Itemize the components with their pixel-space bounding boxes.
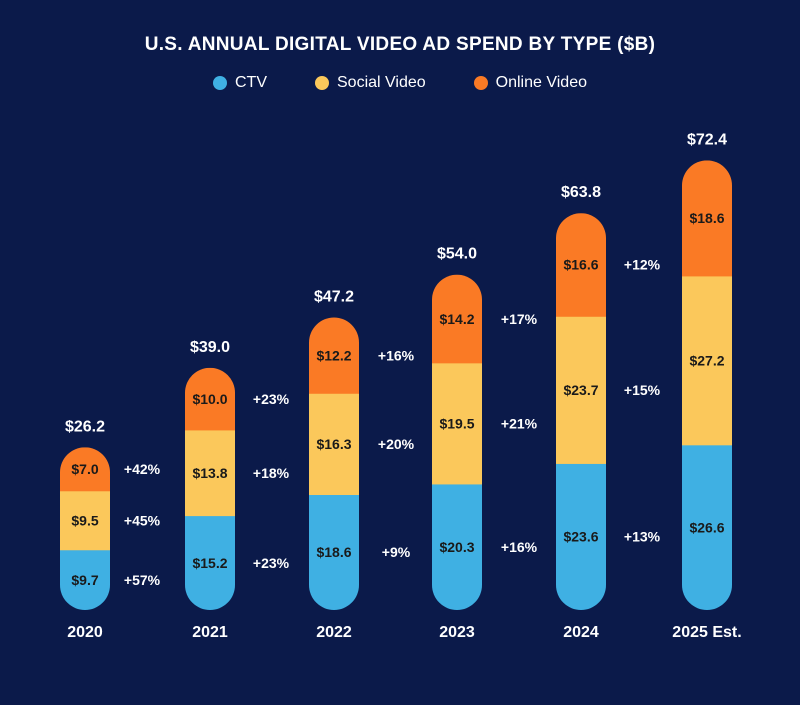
legend-item-ctv: CTV (213, 72, 267, 94)
legend-label-social-video: Social Video (337, 74, 426, 91)
bar-segment-social-video-2022 (309, 393, 359, 495)
bar-segment-online-video-2023 (432, 274, 482, 364)
legend-item-social-video: Social Video (315, 72, 426, 94)
growth-label-ctv-2020: +57% (124, 572, 161, 588)
growth-label-social-video-2024: +15% (624, 382, 661, 398)
chart-title: U.S. ANNUAL DIGITAL VIDEO AD SPEND BY TY… (144, 34, 656, 55)
total-label-2020: $26.2 (65, 418, 105, 435)
legend-swatch-online-video (473, 76, 488, 90)
growth-label-online-video-2024: +12% (624, 257, 661, 273)
bar-segment-ctv-2022 (309, 494, 359, 610)
segment-label-ctv-2020: $9.7 (71, 572, 98, 588)
bar-segment-online-video-2022 (309, 317, 359, 394)
bar-segment-online-video-2020 (60, 447, 110, 492)
total-label-2022: $47.2 (314, 289, 354, 306)
segment-label-online-video-2023: $14.2 (439, 311, 474, 327)
category-label-2023: 2023 (439, 624, 475, 641)
growth-label-social-video-2022: +20% (378, 436, 415, 452)
total-label-2021: $39.0 (190, 339, 230, 356)
category-label-2025-est: 2025 Est. (672, 624, 741, 641)
legend-swatch-ctv (213, 76, 227, 90)
segment-label-social-video-2022: $16.3 (316, 436, 351, 452)
category-label-2022: 2022 (316, 624, 352, 641)
segment-label-social-video-2023: $19.5 (439, 415, 474, 431)
growth-label-ctv-2023: +16% (501, 539, 538, 555)
growth-label-social-video-2020: +45% (124, 512, 161, 528)
total-label-2023: $54.0 (437, 246, 477, 263)
segment-label-online-video-2021: $10.0 (192, 391, 227, 407)
segment-label-ctv-2025-est: $26.6 (689, 519, 724, 535)
bar-segment-ctv-2024 (556, 463, 606, 610)
growth-label-social-video-2021: +18% (253, 465, 290, 481)
bar-segment-ctv-2021 (185, 515, 235, 610)
growth-label-online-video-2020: +42% (124, 461, 161, 477)
bar-segment-ctv-2023 (432, 483, 482, 610)
growth-label-online-video-2023: +17% (501, 311, 538, 327)
segment-label-social-video-2020: $9.5 (71, 512, 98, 528)
legend-swatch-social-video (315, 76, 329, 90)
segment-label-social-video-2021: $13.8 (192, 465, 227, 481)
segment-label-online-video-2022: $12.2 (316, 347, 351, 363)
total-label-2024: $63.8 (561, 184, 601, 201)
bar-segment-social-video-2020 (60, 490, 110, 551)
bar-segment-online-video-2025-est (682, 160, 732, 277)
legend-label-ctv: CTV (235, 74, 267, 91)
category-label-2024: 2024 (563, 624, 599, 641)
bar-segment-ctv-2020 (60, 549, 110, 610)
segment-label-online-video-2025-est: $18.6 (689, 210, 724, 226)
total-label-2025-est: $72.4 (687, 131, 727, 148)
category-label-2021: 2021 (192, 624, 228, 641)
segment-label-online-video-2020: $7.0 (71, 461, 98, 477)
bar-segment-online-video-2021 (185, 367, 235, 431)
bar-segment-social-video-2021 (185, 429, 235, 517)
growth-label-ctv-2021: +23% (253, 555, 290, 571)
growth-label-ctv-2022: +9% (382, 544, 411, 560)
segment-label-ctv-2023: $20.3 (439, 539, 474, 555)
segment-label-ctv-2022: $18.6 (316, 544, 351, 560)
bar-segment-social-video-2023 (432, 362, 482, 485)
segment-label-online-video-2024: $16.6 (563, 257, 598, 273)
growth-label-social-video-2023: +21% (501, 415, 538, 431)
bar-segment-online-video-2024 (556, 213, 606, 317)
segment-label-ctv-2024: $23.6 (563, 529, 598, 545)
legend: CTV Social Video Online Video (0, 72, 800, 94)
segment-label-social-video-2024: $23.7 (563, 382, 598, 398)
bar-segment-social-video-2025-est (682, 275, 732, 446)
legend-label-online-video: Online Video (495, 74, 587, 91)
category-label-2020: 2020 (67, 624, 103, 641)
bar-segment-social-video-2024 (556, 316, 606, 464)
growth-label-online-video-2022: +16% (378, 347, 415, 363)
bar-segment-ctv-2025-est (682, 444, 732, 610)
segment-label-ctv-2021: $15.2 (192, 555, 227, 571)
segment-label-social-video-2025-est: $27.2 (689, 352, 724, 368)
legend-item-online-video: Online Video (473, 72, 587, 94)
growth-label-ctv-2024: +13% (624, 529, 661, 545)
growth-label-online-video-2021: +23% (253, 391, 290, 407)
